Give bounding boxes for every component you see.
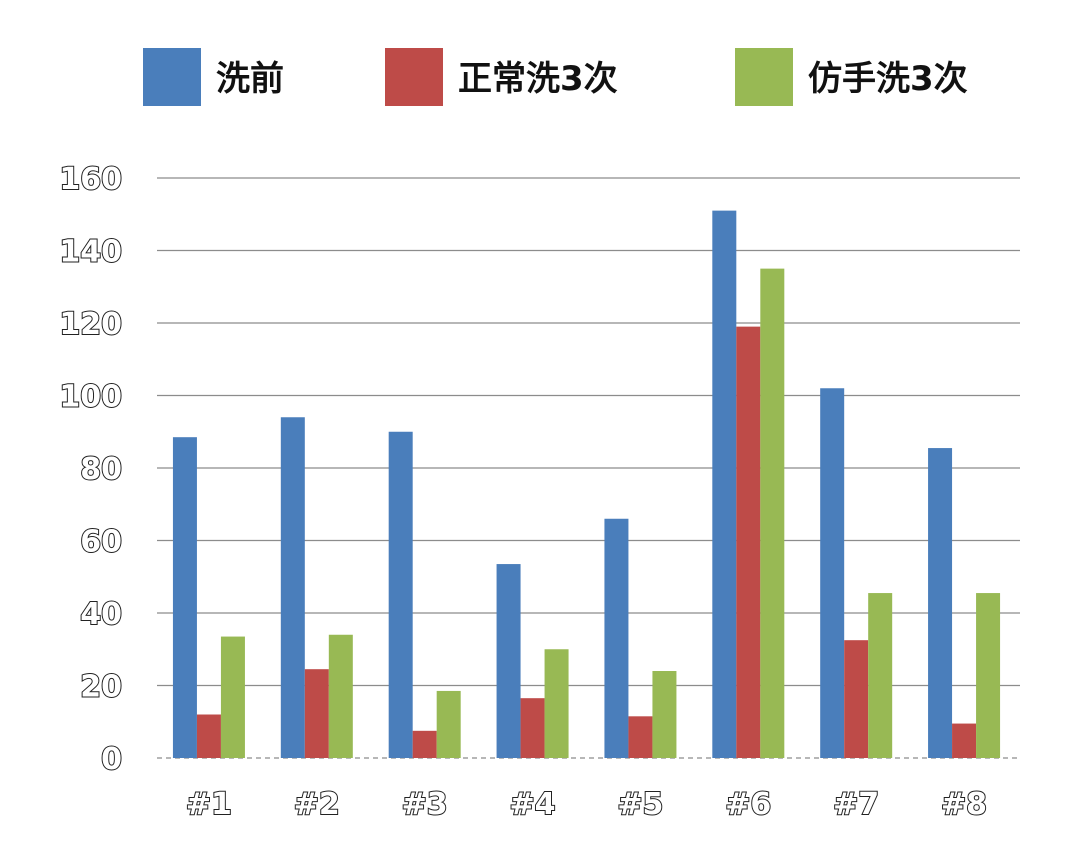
y-tick-label: 20 [80, 670, 122, 705]
bar-2-5 [628, 716, 653, 758]
bar-3-2 [328, 634, 353, 758]
x-tick-label: #1 [186, 787, 232, 822]
bar-3-4 [544, 649, 569, 758]
bar-2-4 [520, 698, 545, 758]
bar-2-3 [412, 730, 437, 758]
bar-3-6 [760, 268, 785, 758]
y-axis: 0 20 40 60 80 100 120 140 160 [58, 161, 123, 778]
bar-2-6 [736, 326, 761, 758]
bar-1-3 [388, 431, 413, 758]
y-tick-label: 60 [80, 525, 122, 560]
legend-label: 洗前 [216, 59, 284, 99]
bar-1-1 [172, 437, 197, 758]
legend-label: 仿手洗3次 [808, 59, 968, 99]
legend-swatch [143, 48, 201, 106]
bar-2-7 [844, 640, 869, 758]
legend-swatch [385, 48, 443, 106]
bar-layer [172, 210, 1001, 758]
y-tick-label: 120 [59, 307, 122, 342]
bar-1-8 [928, 448, 953, 758]
legend-swatch [735, 48, 793, 106]
x-tick-label: #8 [941, 787, 987, 822]
x-tick-label: #5 [617, 787, 663, 822]
bar-3-1 [220, 636, 245, 758]
y-tick-label: 140 [59, 235, 122, 270]
x-tick-label: #6 [725, 787, 771, 822]
bar-2-8 [952, 723, 977, 758]
bar-3-7 [868, 593, 893, 758]
bar-3-5 [652, 671, 677, 758]
x-tick-label: #2 [294, 787, 340, 822]
y-tick-label: 100 [59, 380, 122, 415]
legend: 洗前 正常洗3次 仿手洗3次 [143, 48, 968, 106]
bar-2-1 [196, 714, 221, 758]
bar-1-5 [604, 518, 629, 758]
x-tick-label: #7 [833, 787, 879, 822]
bar-3-3 [436, 690, 461, 758]
y-tick-label: 80 [80, 452, 122, 487]
bar-1-7 [820, 388, 845, 758]
x-axis: #1 #2 #3 #4 #5 #6 #7 #8 [185, 786, 988, 823]
legend-label: 正常洗3次 [458, 59, 618, 99]
x-tick-label: #3 [402, 787, 448, 822]
x-tick-label: #4 [510, 787, 556, 822]
y-tick-label: 40 [80, 597, 122, 632]
bar-1-6 [712, 210, 737, 758]
bar-1-4 [496, 564, 521, 758]
bar-3-8 [976, 593, 1001, 758]
y-tick-label: 160 [59, 162, 122, 197]
y-tick-label: 0 [101, 742, 122, 777]
bar-1-2 [280, 417, 305, 758]
bar-2-2 [304, 669, 329, 758]
